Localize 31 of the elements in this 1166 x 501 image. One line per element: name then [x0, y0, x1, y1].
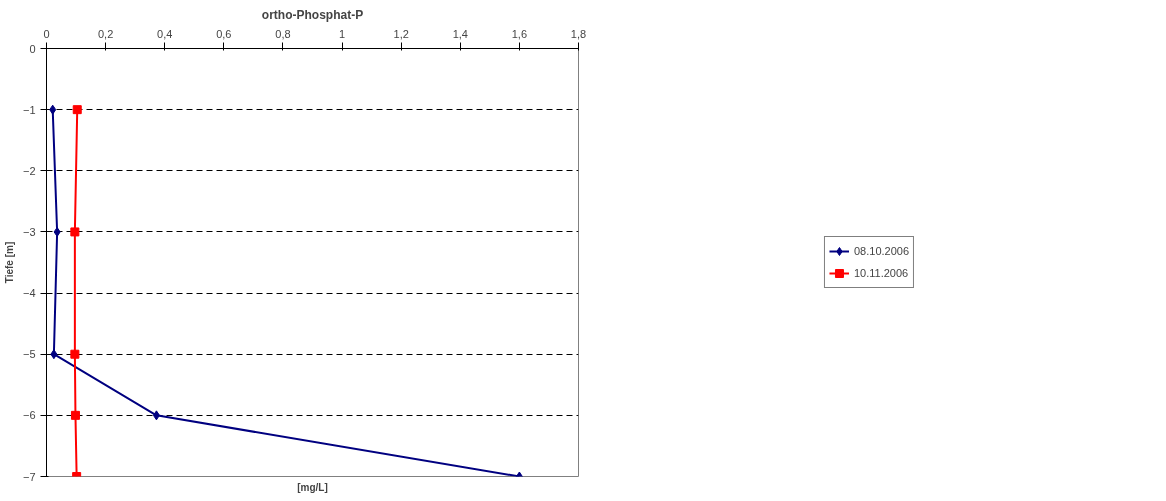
point [72, 105, 82, 115]
point [152, 410, 160, 421]
point [53, 226, 61, 237]
legend-label: 10.11.2006 [853, 267, 909, 279]
y-tick-label: −7 [22, 470, 36, 483]
y-axis-title: Tiefe [m] [3, 241, 15, 284]
y-tick-label: −2 [22, 164, 36, 177]
point [70, 349, 80, 359]
y-tick-label: −3 [22, 225, 36, 238]
x-tick-label: 1,8 [570, 27, 587, 40]
y-tick-label: −1 [22, 103, 36, 116]
legend-label: 08.10.2006 [853, 245, 910, 257]
x-tick-label: 0,4 [157, 27, 173, 40]
chart-title: ortho-Phosphat-P [261, 7, 364, 22]
y-tick-label: −6 [22, 409, 36, 422]
y-tick-label: 0 [29, 42, 36, 55]
x-tick-label: 1,6 [511, 27, 528, 40]
x-tick-label: 1 [339, 27, 346, 40]
x-tick-label: 0,6 [216, 27, 232, 40]
x-tick-label: 1,4 [452, 27, 468, 40]
x-tick-label: 0,2 [97, 27, 114, 40]
point [50, 349, 58, 360]
y-tick-label: −5 [22, 348, 36, 361]
y-tick-label: −4 [22, 287, 36, 300]
point [70, 227, 80, 237]
x-axis-title: [mg/L] [297, 481, 328, 493]
x-tick-label: 0 [43, 27, 50, 40]
x-tick-label: 1,2 [393, 27, 409, 40]
point [70, 410, 80, 420]
x-tick-label: 0,8 [275, 27, 291, 40]
point [49, 104, 57, 115]
